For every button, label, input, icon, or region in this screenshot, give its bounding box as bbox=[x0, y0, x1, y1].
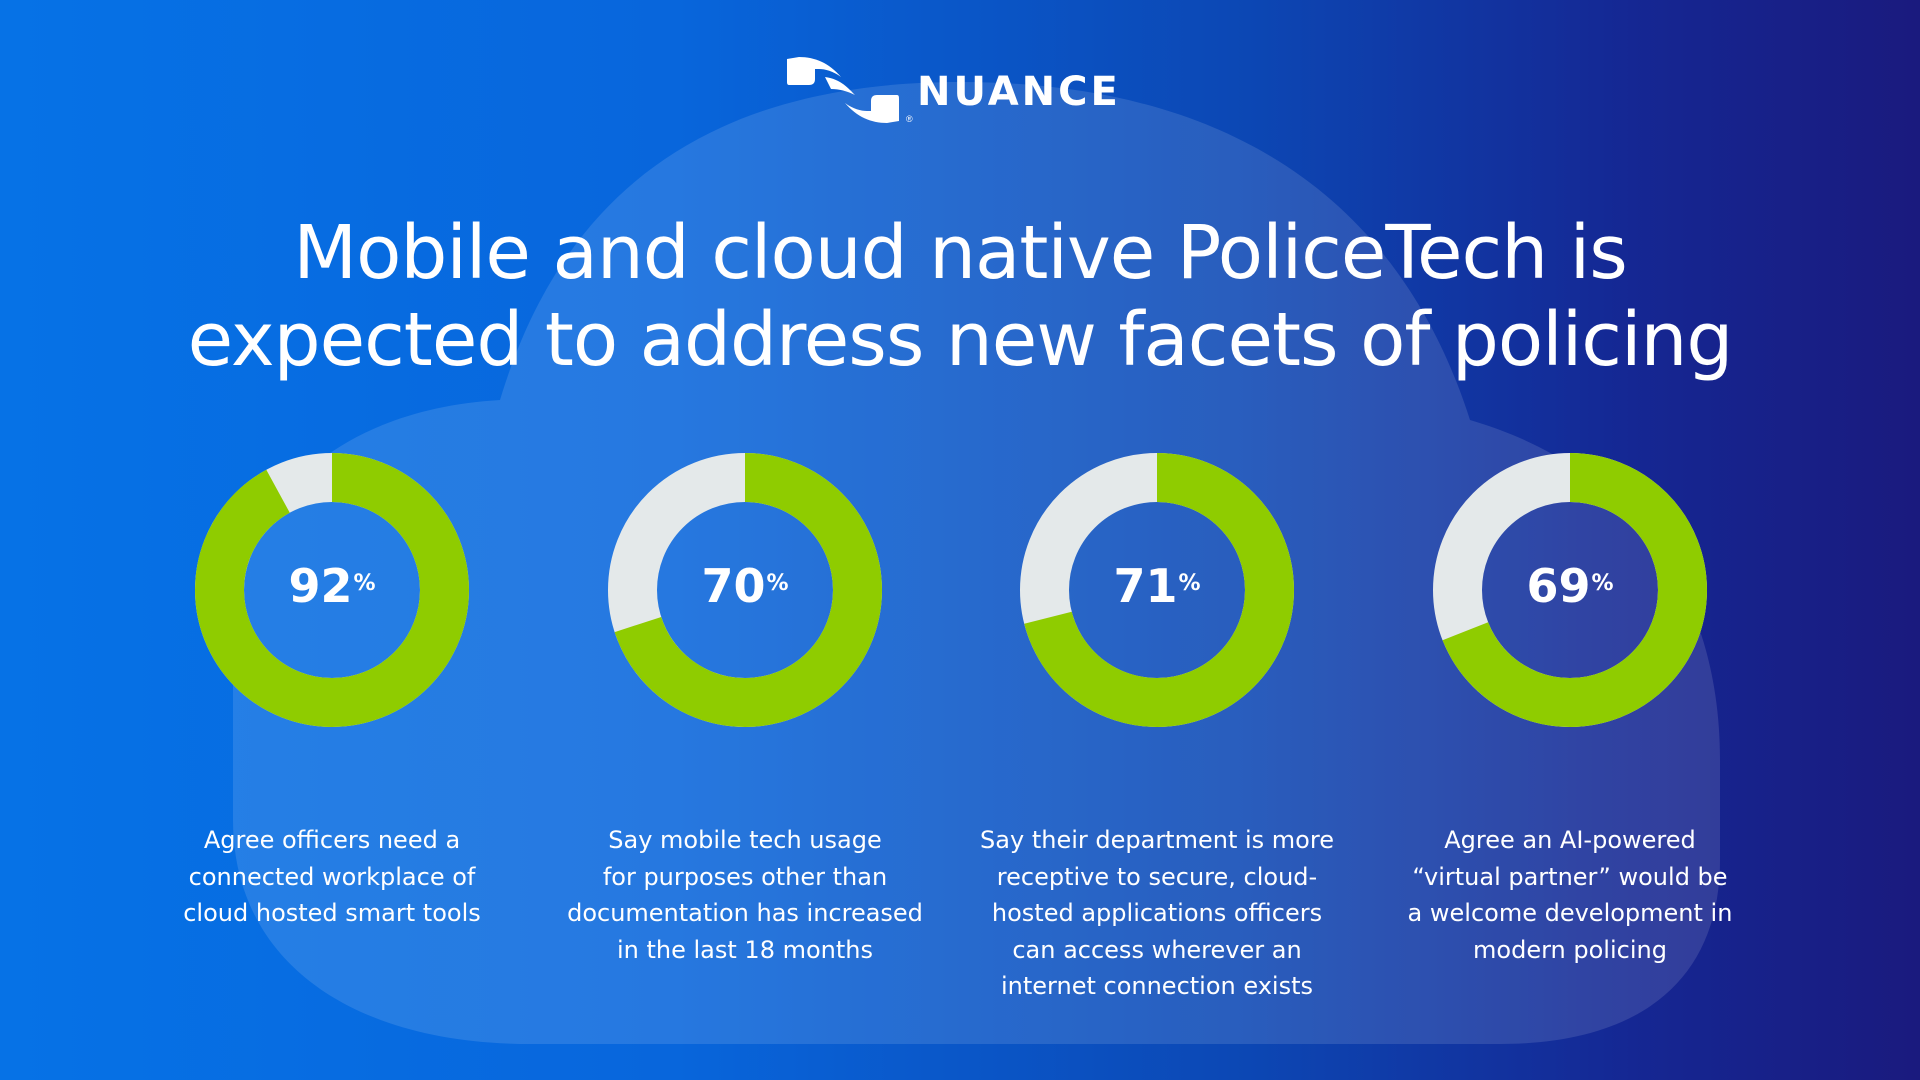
donut-ring bbox=[608, 453, 882, 727]
donut-value: 70% bbox=[701, 559, 789, 613]
donut-chart: 69% bbox=[1432, 452, 1708, 728]
stat-card-2: 70% Say mobile tech usage for purposes o… bbox=[535, 452, 955, 968]
stat-card-4: 69% Agree an AI-powered “virtual partner… bbox=[1360, 452, 1780, 968]
stat-card-3: 71% Say their department is more recepti… bbox=[947, 452, 1367, 1005]
donut-ring bbox=[1433, 453, 1707, 727]
stat-caption: Agree an AI-powered “virtual partner” wo… bbox=[1407, 826, 1733, 964]
registered-mark: ® bbox=[906, 114, 913, 124]
donut-chart: 92% bbox=[194, 452, 470, 728]
nuance-logo: NUANCE bbox=[785, 55, 1121, 125]
donut-chart: 71% bbox=[1019, 452, 1295, 728]
page-title: Mobile and cloud native PoliceTech is ex… bbox=[0, 210, 1920, 384]
nuance-wordmark: NUANCE bbox=[917, 69, 1121, 115]
title-line-2: expected to address new facets of polici… bbox=[187, 297, 1734, 383]
donut-value: 71% bbox=[1113, 559, 1201, 613]
nuance-n-icon bbox=[787, 57, 899, 123]
donut-ring bbox=[1020, 453, 1294, 727]
donut-value: 92% bbox=[288, 559, 376, 613]
donut-ring bbox=[195, 453, 469, 727]
stat-caption: Agree officers need a connected workplac… bbox=[183, 826, 481, 927]
stat-caption: Say mobile tech usage for purposes other… bbox=[567, 826, 923, 964]
title-line-1: Mobile and cloud native PoliceTech is bbox=[293, 210, 1628, 296]
donut-value: 69% bbox=[1526, 559, 1614, 613]
stat-card-1: 92% Agree officers need a connected work… bbox=[122, 452, 542, 932]
donut-chart: 70% bbox=[607, 452, 883, 728]
stat-caption: Say their department is more receptive t… bbox=[980, 826, 1334, 1000]
